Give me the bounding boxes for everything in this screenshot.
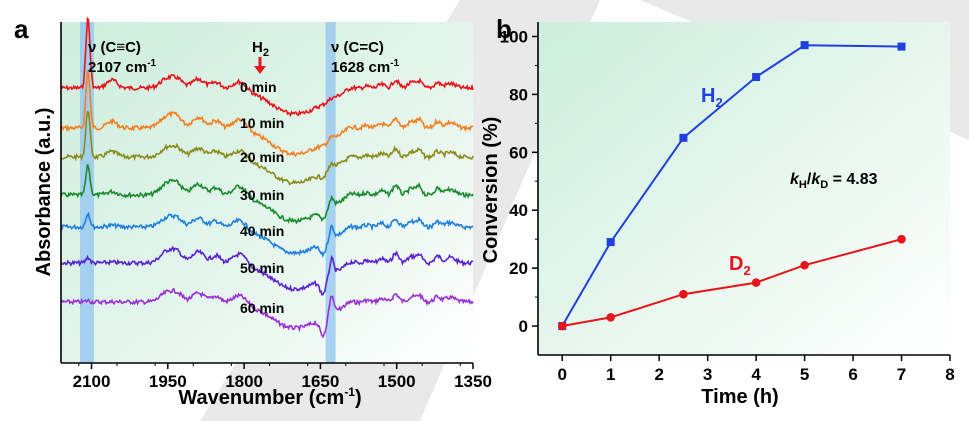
legend-h2: H2 [701,85,723,110]
time-label: 20 min [240,149,284,165]
spectrum-line [60,164,474,225]
x-tick-label: 1 [606,365,615,384]
x-tick-label: 0 [558,365,567,384]
spectrum-line [60,211,474,258]
data-point [800,41,809,50]
data-point [679,133,688,142]
time-label: 60 min [240,300,284,316]
annotation-h2: H2 [252,39,269,59]
annotation-triple-bond: ν (C≡C) [88,39,141,56]
y-tick-label: 20 [509,259,528,278]
panel-b-letter: b [496,14,512,44]
data-point [800,260,809,270]
data-point [606,313,616,322]
y-axis-label: Conversion (%) [480,117,502,264]
x-axis-label: Wavenumber (cm-1) [178,385,361,409]
kie-ratio: kH/kD = 4.83 [790,171,878,191]
highlight-band-1628 [325,22,336,363]
data-point [557,321,567,331]
time-label: 10 min [240,115,284,131]
time-label: 0 min [240,79,277,95]
x-tick-label: 1950 [149,372,187,391]
spectrum-line [60,16,474,118]
annotation-triple-bond-value: 2107 cm-1 [88,58,157,76]
series-line-h2 [561,44,902,327]
x-tick-label: 1650 [301,372,339,391]
x-tick-label: 5 [800,365,809,384]
spectra-group [60,16,474,339]
data-point [897,234,906,244]
x-tick-label: 2100 [73,372,111,391]
y-tick-label: 80 [509,85,528,104]
spectrum-line [60,110,474,186]
arrow-icon [254,57,266,74]
panel-a: a 0 min 10 min 20 min 30 min 40 min 50 min 60 … [14,14,492,409]
x-axis-label: Time (h) [701,386,778,408]
time-labels: 0 min 10 min 20 min 30 min 40 min 50 min 60 mi… [240,79,284,316]
x-tick-label: 1350 [454,372,492,391]
x-tick-label: 8 [945,365,954,384]
panel-b-plot-area [538,22,950,355]
y-tick-label: 0 [519,317,528,336]
annotation-double-bond: ν (C=C) [331,39,384,56]
x-tick-label: 1800 [225,372,263,391]
y-ticks: 0 20 40 60 80 100 [500,27,538,336]
y-axis-label: Absorbance (a.u.) [33,108,55,277]
legend-d2: D2 [729,253,751,278]
panel-a-letter: a [14,14,29,44]
data-point [606,238,615,247]
x-ticks: 2100 1950 1800 1650 1500 1350 [73,363,492,391]
series-group [557,41,906,331]
y-tick-label: 40 [509,201,528,220]
x-tick-label: 7 [897,365,906,384]
y-tick-label: 60 [509,143,528,162]
data-point [679,289,688,299]
time-label: 50 min [240,260,284,276]
data-point [751,278,761,287]
data-point [897,42,906,51]
data-point [752,73,761,82]
annotation-double-bond-value: 1628 cm-1 [331,58,400,76]
x-tick-label: 4 [751,365,761,384]
x-tick-label: 2 [654,365,663,384]
spectrum-line [60,245,474,296]
spectrum-line [60,69,474,158]
y-tick-label: 100 [500,27,528,46]
x-tick-label: 6 [848,365,857,384]
series-line-d2 [562,238,902,327]
x-ticks: 0 1 2 3 4 5 6 7 8 [558,355,955,384]
time-label: 40 min [240,223,284,239]
spectrum-line [60,287,474,339]
time-label: 30 min [240,187,284,203]
panel-b: b H2 D2 kH/kD = 4.83 0 1 2 3 4 5 6 7 8 0 20 40 60 80… [480,14,955,408]
x-tick-label: 1500 [378,372,416,391]
x-tick-label: 3 [703,365,712,384]
